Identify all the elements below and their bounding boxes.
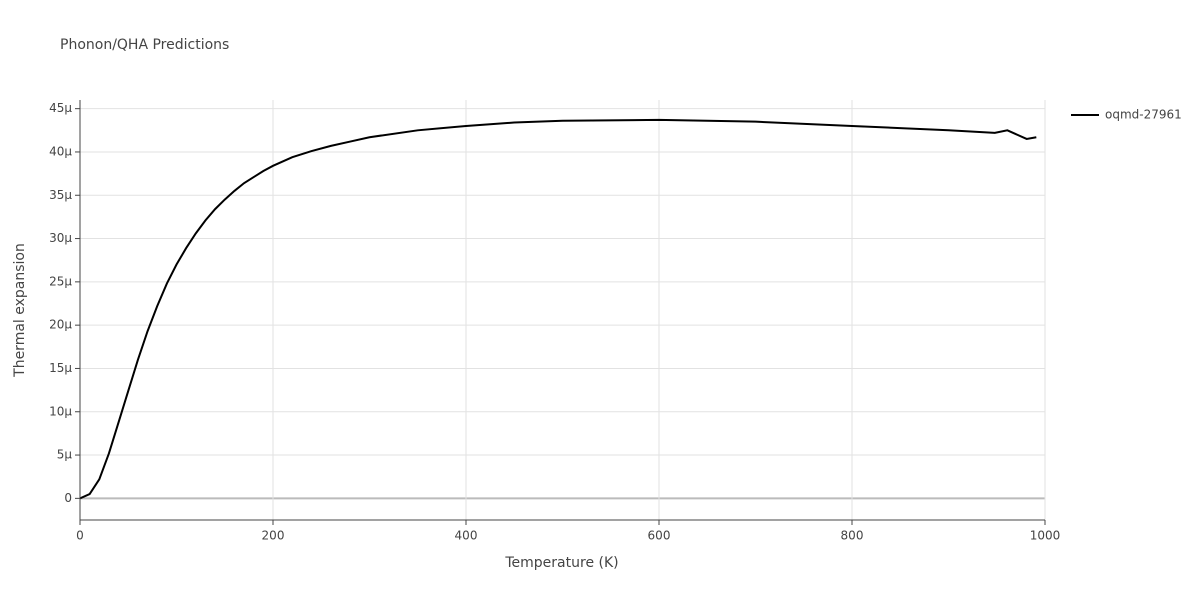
- grid: [79, 100, 1046, 520]
- y-tick-label: 25μ: [49, 274, 72, 288]
- y-tick-label: 0: [64, 491, 72, 505]
- y-tick-label: 5μ: [57, 448, 73, 462]
- y-tick-label: 20μ: [49, 318, 72, 332]
- y-axis-title: Thermal expansion: [12, 243, 28, 378]
- plot: [79, 118, 1037, 500]
- x-tick-label: 0: [76, 529, 84, 543]
- y-tick-label: 30μ: [49, 231, 72, 245]
- x-tick-label: 200: [262, 529, 285, 543]
- y-tick-label: 10μ: [49, 404, 72, 418]
- x-tick-label: 400: [455, 529, 478, 543]
- y-tick-label: 35μ: [49, 188, 72, 202]
- x-tick-label: 1000: [1030, 529, 1061, 543]
- x-tick-label: 600: [648, 529, 671, 543]
- y-tick-label: 15μ: [49, 361, 72, 375]
- x-axis-title: Temperature (K): [504, 555, 618, 571]
- x-tick-label: 800: [841, 529, 864, 543]
- chart-title: Phonon/QHA Predictions: [60, 37, 229, 53]
- legend-label: oqmd-27961: [1105, 108, 1182, 122]
- y-tick-label: 45μ: [49, 101, 72, 115]
- y-tick-label: 40μ: [49, 144, 72, 158]
- line: [79, 118, 1037, 500]
